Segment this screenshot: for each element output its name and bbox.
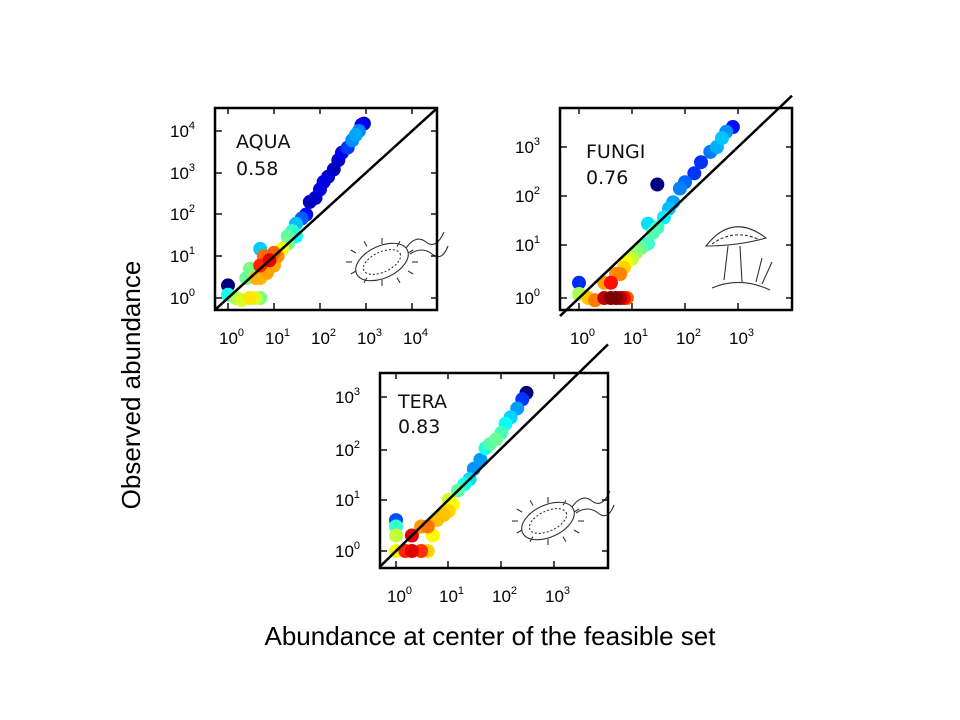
panel-value: 0.58 [236,158,278,180]
data-point [646,225,661,240]
panel-aqua: 100 101 102 103 104 100 101 102 103 104 AQUA 0.58 [170,106,449,348]
y-tick-label: 104 [170,120,195,141]
x-tick-label: 102 [311,327,336,348]
y-tick-label: 101 [170,245,195,266]
bacterium-illustration [346,231,449,286]
points-fungi [572,120,740,308]
x-tick-label: 100 [387,585,412,606]
y-tick-label: 101 [515,234,540,255]
data-point [242,291,257,305]
data-point [613,267,628,281]
data-point [348,128,363,142]
y-tick-label: 100 [515,287,540,308]
data-point [672,181,687,196]
one-to-one-line [214,107,438,311]
plot-frame [213,106,439,312]
x-tick-label: 103 [729,327,754,348]
y-tick-label: 103 [335,386,360,407]
plot-frame [558,106,794,312]
panel-tera: 100 101 102 103 100 101 102 103 TERA 0.83 [335,343,615,606]
y-tick-label: 103 [170,162,195,183]
one-to-one-line [559,94,793,317]
y-tick-label: 102 [170,203,195,224]
data-point [603,275,618,290]
x-tick-label: 100 [219,327,244,348]
y-tick-label: 100 [170,287,195,308]
bacterium-illustration [512,490,615,545]
points-aqua [221,116,371,307]
data-point [489,432,504,447]
x-tick-label: 103 [545,585,570,606]
panel-value: 0.83 [398,416,440,438]
y-tick-label: 102 [515,185,540,206]
data-point [687,166,702,181]
y-tick-label: 103 [515,136,540,157]
data-point [404,544,419,558]
one-to-one-line [379,343,609,568]
x-axis-title: Abundance at center of the feasible set [265,621,717,651]
panel-value: 0.76 [586,167,628,189]
axis-ticks: 100 101 102 103 104 100 101 102 103 104 [170,108,437,348]
panel-title: FUNGI [586,141,645,163]
y-tick-label: 100 [335,540,360,561]
plot-frame [378,371,610,570]
panel-title: AQUA [236,131,291,153]
data-point [650,177,665,192]
data-point [473,452,488,467]
x-tick-label: 101 [439,585,464,606]
x-tick-label: 101 [265,327,290,348]
panel-title: TERA [397,391,447,413]
x-tick-label: 100 [570,327,595,348]
axis-ticks: 100 101 102 103 100 101 102 103 [515,108,792,348]
x-tick-label: 102 [676,327,701,348]
y-tick-label: 102 [335,439,360,460]
panel-fungi: 100 101 102 103 100 101 102 103 FUNGI 0.76 [515,94,794,348]
y-axis-title: Observed abundance [116,261,146,510]
data-point [715,131,729,146]
data-point [316,175,331,189]
x-tick-label: 101 [623,327,648,348]
data-point [572,275,586,290]
data-point [603,291,618,305]
x-tick-label: 104 [403,327,428,348]
axis-ticks: 100 101 102 103 100 101 102 103 [335,373,608,606]
data-point [389,528,403,543]
y-tick-label: 101 [335,489,360,510]
mushroom-illustration [704,226,773,291]
data-point [694,155,708,170]
x-tick-label: 103 [357,327,382,348]
x-tick-label: 102 [492,585,517,606]
